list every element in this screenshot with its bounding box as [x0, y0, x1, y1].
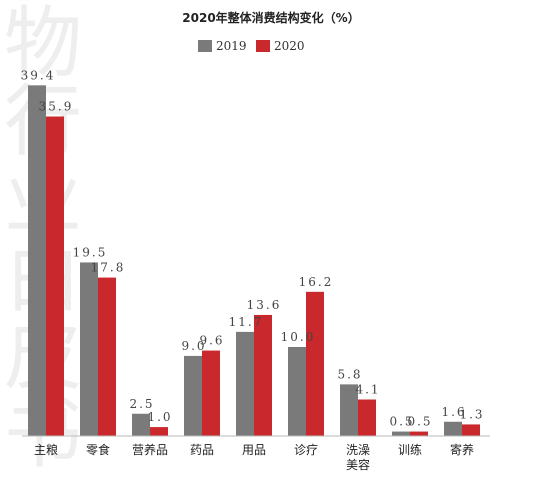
bar-2019-用品 — [236, 331, 254, 436]
bar-2019-主粮 — [28, 85, 46, 436]
value-label-2019-主粮: 39.4 — [21, 68, 56, 82]
bar-2019-诊疗 — [288, 347, 306, 436]
value-label-2020-营养品: 1.0 — [147, 410, 172, 424]
bar-2019-训练 — [392, 431, 410, 436]
value-label-2019-营养品: 2.5 — [129, 397, 154, 411]
x-tick-label: 诊疗 — [294, 443, 318, 457]
bar-2019-营养品 — [132, 413, 150, 436]
bar-2019-药品 — [184, 355, 202, 436]
chart-title: 2020年整体消费结构变化（%） — [182, 10, 359, 25]
value-label-2019-用品: 11.7 — [229, 315, 264, 329]
legend-label-2020: 2020 — [274, 39, 305, 53]
value-label-2019-诊疗: 10.0 — [281, 330, 316, 344]
watermark-glyph: 物 — [4, 0, 82, 89]
value-label-2019-训练: 0.5 — [389, 415, 414, 429]
value-labels: 39.4 35.9 19.5 17.8 2.51.0 9.09.6 11.7 13.6 10.0… — [21, 68, 484, 429]
value-label-2019-寄养: 1.6 — [441, 405, 466, 419]
value-label-2019-药品: 9.0 — [181, 339, 206, 353]
bar-2020-药品 — [202, 350, 220, 436]
x-tick-label: 药品 — [190, 443, 214, 457]
bar-2020-营养品 — [150, 427, 168, 436]
legend-swatch-2019 — [198, 40, 212, 52]
x-tick-label: 主粮 — [34, 442, 58, 457]
bar-2019-零食 — [80, 262, 98, 436]
value-label-2020-诊疗: 16.2 — [299, 275, 334, 289]
bar-2019-洗澡美容 — [340, 384, 358, 436]
bars — [28, 85, 480, 437]
value-label-2020-药品: 9.6 — [199, 334, 224, 348]
value-label-2020-主粮: 35.9 — [39, 99, 74, 113]
bar-2020-寄养 — [462, 424, 480, 436]
x-tick-label: 零食 — [86, 442, 110, 457]
bar-2020-零食 — [98, 277, 116, 436]
x-tick-labels: 主粮 零食 营养品 药品 用品 诊疗 洗澡美容 训练 寄养 — [34, 442, 474, 472]
value-label-2020-训练: 0.5 — [407, 415, 432, 429]
value-label-2020-寄养: 1.3 — [459, 407, 484, 421]
bar-2020-主粮 — [46, 116, 64, 437]
x-tick-label: 用品 — [242, 443, 266, 457]
legend-label-2019: 2019 — [216, 39, 247, 53]
bar-2020-诊疗 — [306, 291, 324, 436]
x-tick-label: 训练 — [398, 442, 422, 457]
value-label-2019-洗澡美容: 5.8 — [337, 367, 362, 381]
value-label-2020-洗澡美容: 4.1 — [355, 383, 380, 397]
legend-swatch-2020 — [256, 40, 270, 52]
bar-2020-训练 — [410, 431, 428, 436]
bar-2019-寄养 — [444, 421, 462, 436]
legend: 2019 2020 — [198, 39, 305, 53]
x-tick-label: 营养品 — [132, 442, 168, 457]
value-label-2020-零食: 17.8 — [91, 261, 126, 275]
x-tick-label: 洗澡美容 — [346, 443, 370, 472]
value-label-2020-用品: 13.6 — [247, 298, 282, 312]
bar-2020-洗澡美容 — [358, 399, 376, 436]
x-tick-label: 寄养 — [450, 442, 474, 457]
value-label-2019-零食: 19.5 — [73, 245, 108, 259]
bar-2020-用品 — [254, 314, 272, 436]
